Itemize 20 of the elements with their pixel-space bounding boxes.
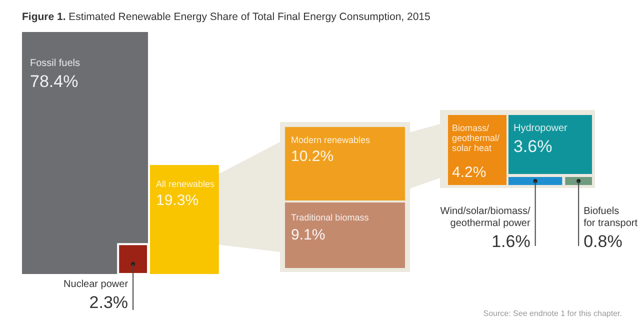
category-label: Modern renewables <box>291 135 371 145</box>
category-label: All renewables <box>156 179 216 189</box>
data-label: 19.3% <box>156 192 199 209</box>
data-label: 78.4% <box>30 72 78 91</box>
category-label: Biofuels for transport <box>584 206 638 229</box>
category-label: Nuclear power <box>64 279 129 290</box>
category-label: Hydropower <box>513 123 568 134</box>
data-label: 3.6% <box>513 137 552 156</box>
category-label: Traditional biomass <box>291 212 370 222</box>
data-label: 2.3% <box>89 293 128 312</box>
data-label: 0.8% <box>584 232 622 251</box>
source-note: Source: See endnote 1 for this chapter. <box>483 309 622 318</box>
data-label: 10.2% <box>291 148 334 165</box>
text: Figure 1. Estimated Renewable Energy Share of Total Final Energy Consumption, 2015 <box>22 11 431 23</box>
category-label: Wind/solar/biomass/geothermal power <box>440 206 531 229</box>
data-label: 1.6% <box>492 232 530 251</box>
data-label: 4.2% <box>452 164 486 181</box>
category-label: Fossil fuels <box>30 58 80 69</box>
data-label: 9.1% <box>291 226 326 244</box>
category-label: Biomass/geothermal/solar heat <box>452 123 500 153</box>
